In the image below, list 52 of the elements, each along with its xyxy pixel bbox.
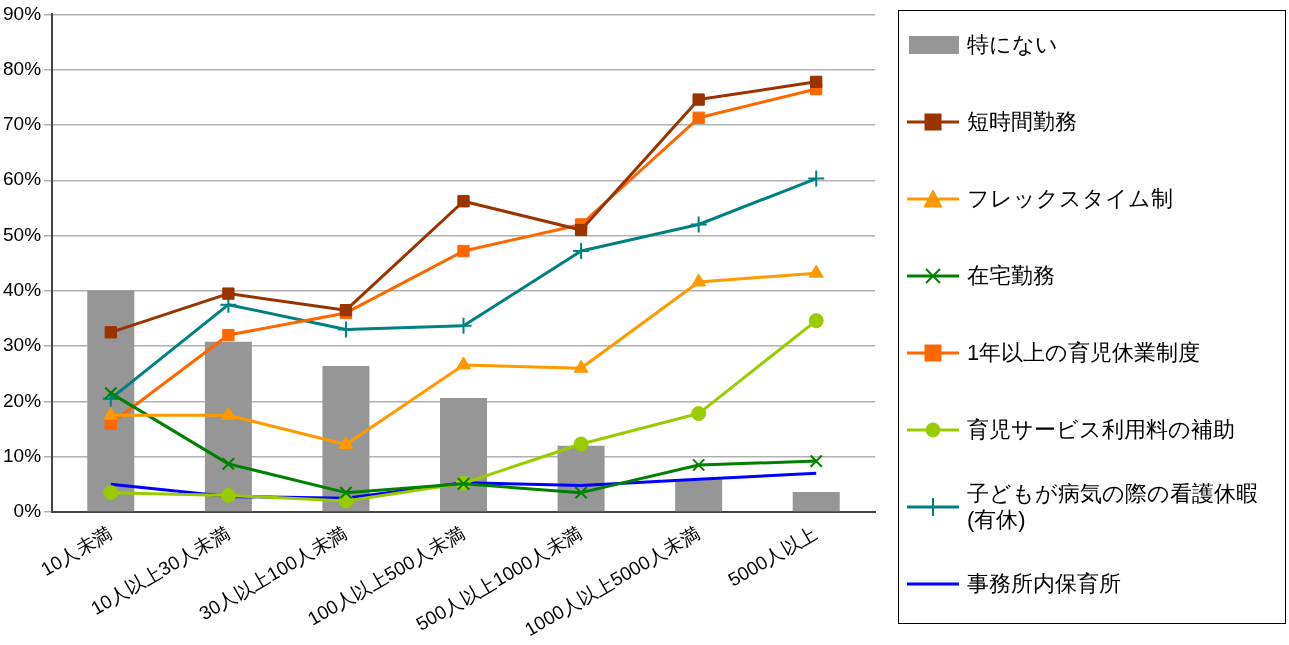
point <box>222 328 235 342</box>
bar <box>204 341 252 512</box>
legend-label: 子どもが病気の際の看護休暇(有休) <box>967 481 1259 533</box>
x-tick-label: 10人未満 <box>37 522 116 580</box>
legend-label: フレックスタイム制 <box>967 186 1173 212</box>
point <box>808 313 824 329</box>
point <box>691 458 706 472</box>
point <box>457 195 470 208</box>
point <box>104 386 118 400</box>
y-tick-label: 50% <box>3 223 42 245</box>
bar <box>792 492 840 512</box>
point <box>691 406 707 422</box>
y-tick-label: 40% <box>3 279 42 301</box>
y-tick-label: 90% <box>3 2 42 24</box>
bar <box>675 479 723 512</box>
point <box>692 111 705 124</box>
legend-label: 1年以上の育児休業制度 <box>967 340 1201 366</box>
y-tick-label: 10% <box>3 444 42 466</box>
point <box>689 215 708 234</box>
bar <box>440 398 488 512</box>
legend-label: 特にない <box>967 32 1058 58</box>
point <box>456 356 471 370</box>
x-tick-label: 5000人以上 <box>724 522 821 591</box>
point <box>104 326 117 339</box>
point <box>457 244 470 258</box>
point <box>692 93 705 106</box>
y-tick-label: 80% <box>3 57 42 79</box>
point <box>691 273 707 287</box>
point <box>809 454 823 468</box>
legend-label: 事務所内保育所 <box>967 571 1121 597</box>
point <box>574 223 588 237</box>
legend-label: 育児サービス利用料の補助 <box>967 417 1235 443</box>
y-tick-label: 60% <box>3 168 42 190</box>
legend-label: 在宅勤務 <box>967 263 1055 289</box>
point <box>807 169 826 188</box>
point <box>572 242 591 261</box>
legend-label: 短時間勤務 <box>967 109 1077 135</box>
point <box>222 287 235 300</box>
y-tick-label: 20% <box>3 389 42 411</box>
point <box>454 316 473 335</box>
point <box>103 485 119 501</box>
y-tick-label: 30% <box>3 334 42 356</box>
point <box>810 75 823 89</box>
point <box>221 457 236 471</box>
point <box>220 487 236 503</box>
y-tick-label: 0% <box>13 500 42 522</box>
point <box>336 320 355 339</box>
point <box>573 436 589 452</box>
point <box>574 485 588 500</box>
point <box>339 485 353 500</box>
y-tick-label: 70% <box>3 113 42 135</box>
point <box>338 436 354 450</box>
